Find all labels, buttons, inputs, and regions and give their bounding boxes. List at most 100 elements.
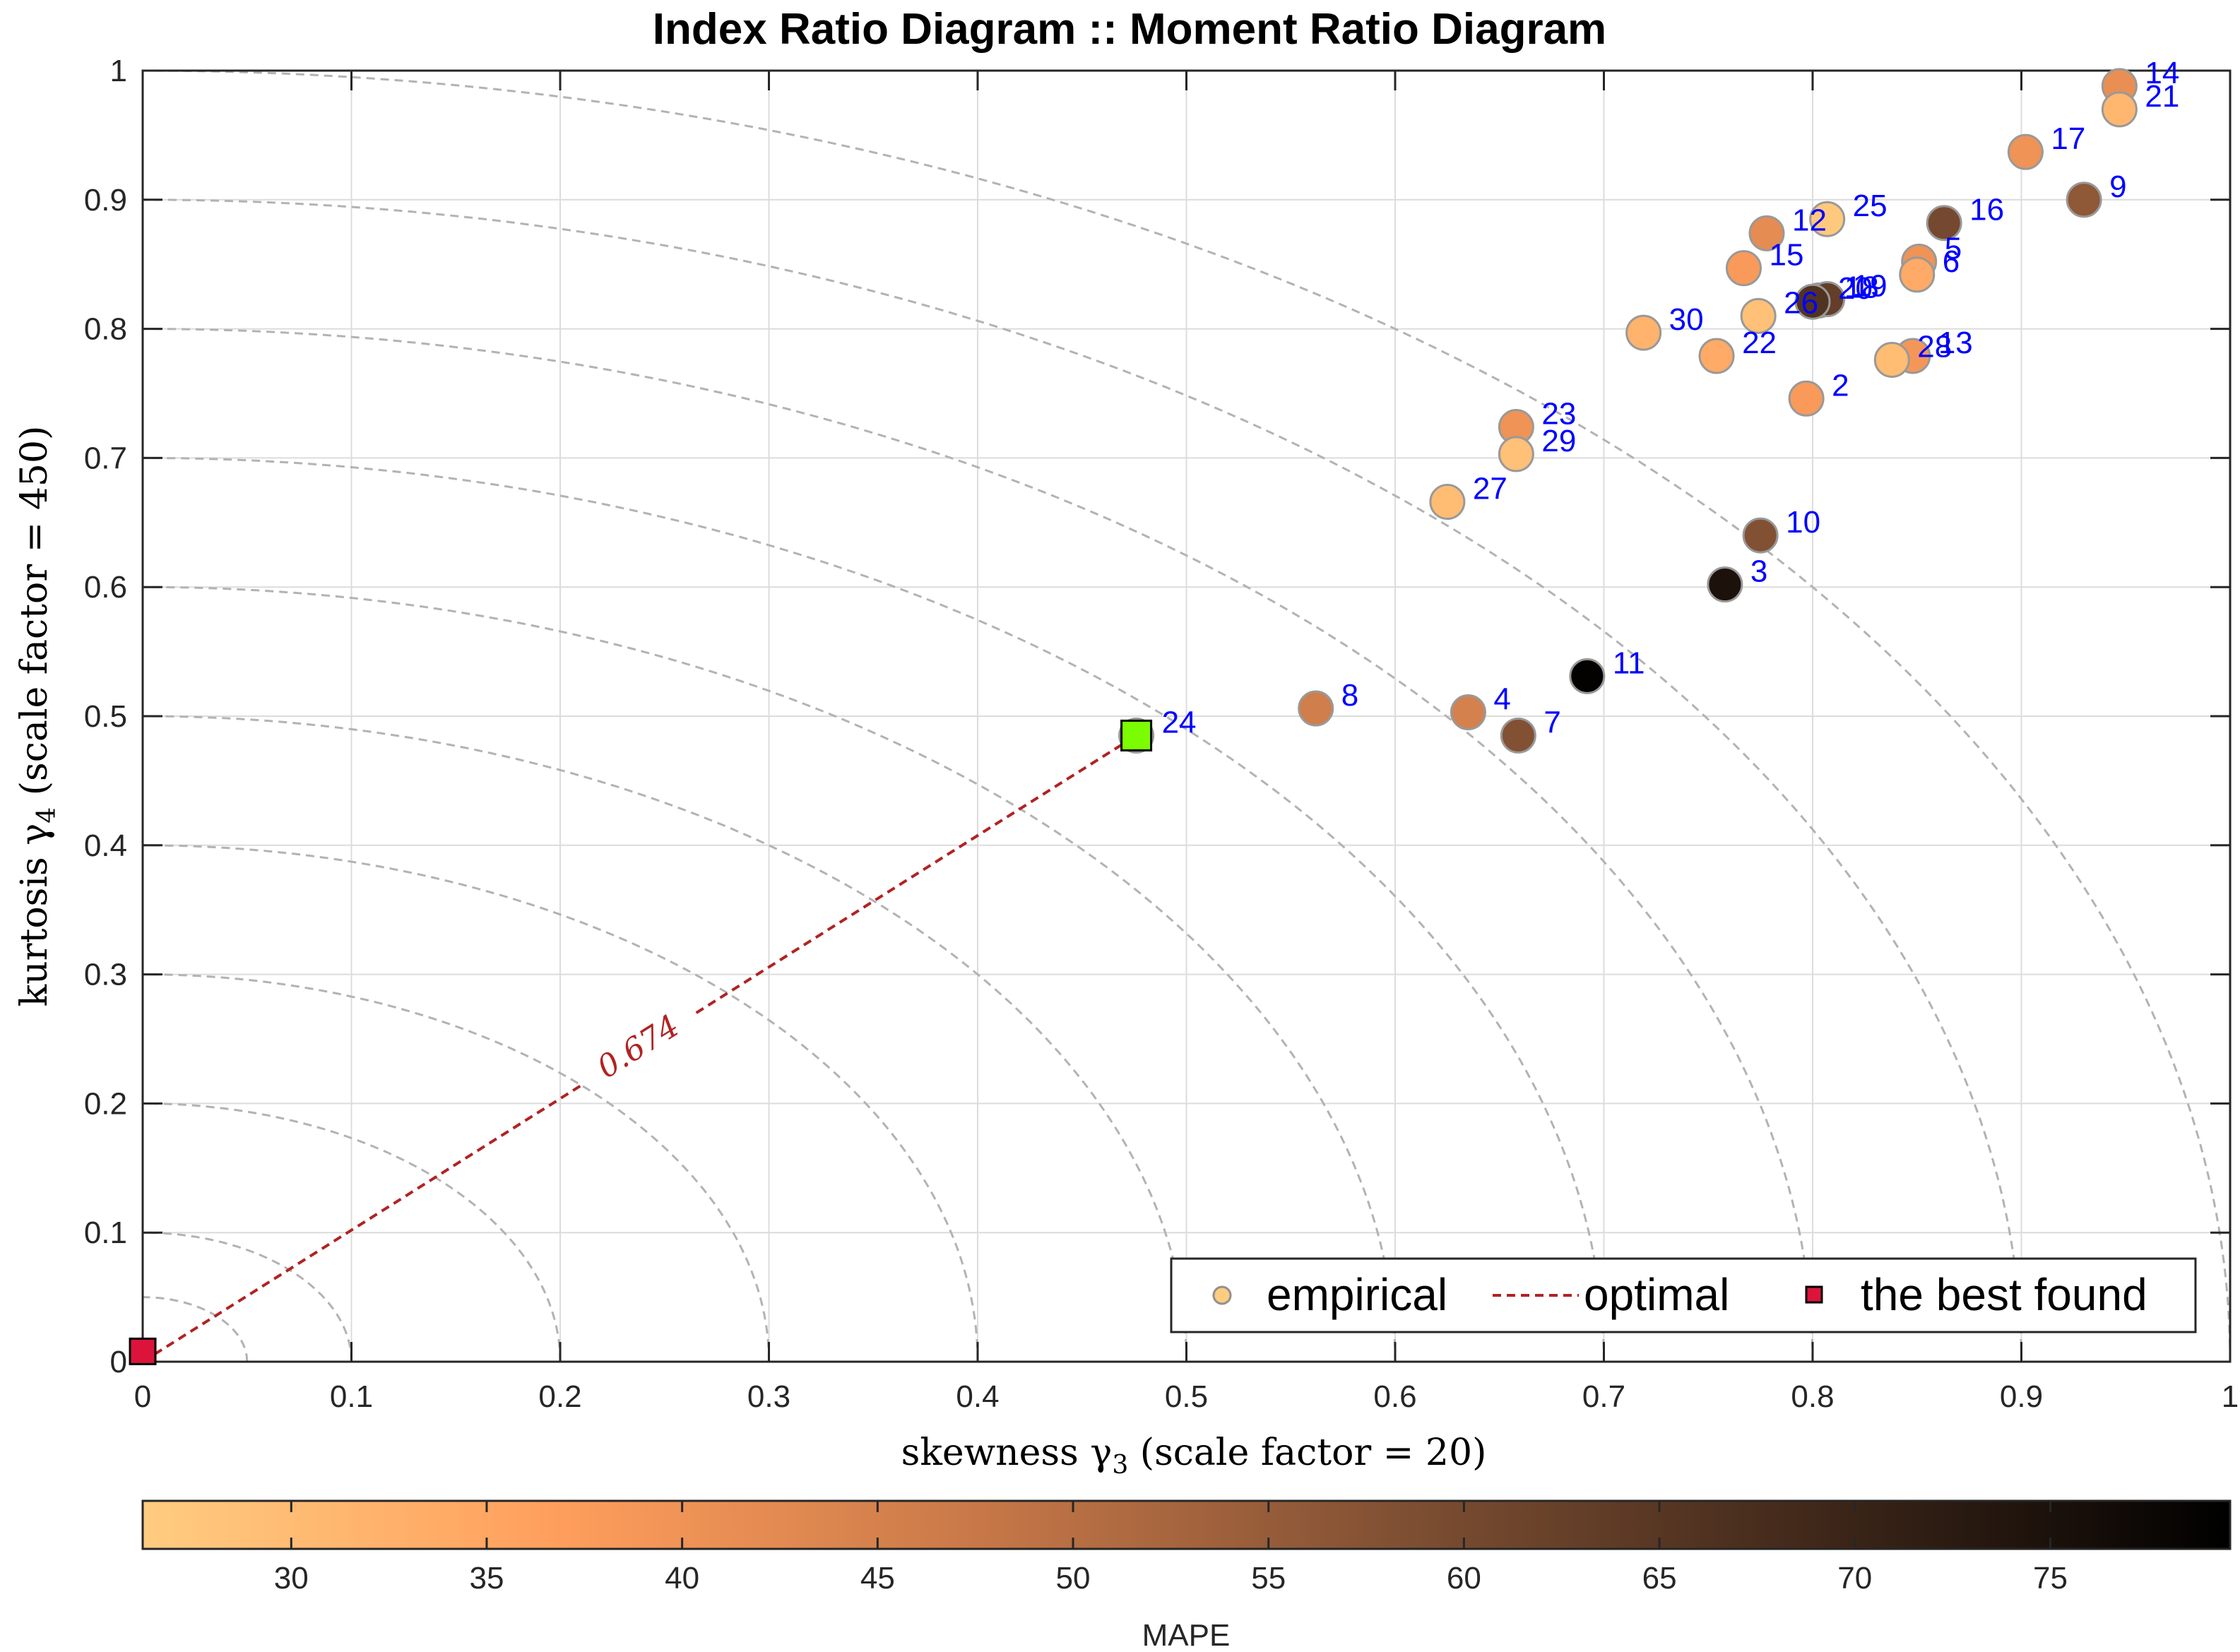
scatter-point: [1569, 658, 1606, 694]
point-label: 11: [1613, 646, 1645, 680]
point-label: 10: [1786, 505, 1820, 540]
colorbar-ticks: 30 35 40 45 50 55 60 65 70 75: [274, 1501, 2068, 1595]
scatter-point: [1899, 256, 1936, 293]
legend-empirical-label: empirical: [1267, 1269, 1447, 1320]
point-label: 25: [1853, 189, 1888, 223]
contour-arc: [142, 715, 1187, 1362]
point-label: 29: [1541, 424, 1576, 458]
special-markers: [129, 719, 1153, 1365]
legend-box: [1170, 1257, 2197, 1333]
scatter-point: [1707, 566, 1743, 603]
x-tick-label: 0.5: [1165, 1379, 1208, 1414]
point-label: 23: [1541, 397, 1576, 432]
optimal-line: [695, 734, 1137, 1014]
colorbar-tick-label: 60: [1447, 1561, 1481, 1595]
y-tick-label: 0.2: [84, 1086, 127, 1121]
point-label: 2: [1832, 368, 1849, 403]
point-label: 16: [1969, 193, 2004, 227]
x-axis-label: skewness γ3 (scale factor = 20): [901, 1432, 1487, 1480]
scatter-point: [1298, 690, 1334, 727]
scatter-point: [1742, 517, 1779, 554]
point-label: 8: [1341, 678, 1358, 713]
x-tick-label: 0.2: [538, 1379, 581, 1414]
contour-arc: [142, 69, 2232, 1362]
colorbar-tick-label: 75: [2033, 1561, 2068, 1595]
legend-best-found-marker: [1805, 1285, 1823, 1304]
scatter-point: [1788, 380, 1825, 417]
y-tick-label: 0.6: [84, 570, 127, 605]
y-tick-label: 1: [110, 54, 127, 88]
y-tick-label: 0.9: [84, 183, 127, 218]
point-label: 13: [1938, 326, 1973, 360]
point-label: 21: [2145, 79, 2179, 114]
point-label: 30: [1669, 302, 1704, 337]
x-tick-label: 0.6: [1373, 1379, 1416, 1414]
contour-arc: [143, 1102, 562, 1362]
legend-best-found-label: the best found: [1861, 1269, 2147, 1320]
y-tick-label: 0.3: [84, 958, 127, 992]
scatter-point: [1873, 341, 1910, 378]
colorbar-gradient: [141, 1499, 2232, 1550]
scatter-point: [2066, 182, 2102, 218]
point-label: 6: [1943, 244, 1960, 279]
point-label: 14: [2145, 56, 2179, 90]
scatter-point: [1625, 314, 1662, 351]
x-tick-label: 0: [134, 1379, 151, 1414]
colorbar-tick-label: 50: [1056, 1561, 1091, 1595]
colorbar: 30 35 40 45 50 55 60 65 70 75 MAPE: [141, 1499, 2232, 1652]
y-axis-label-suffix: (scale factor = 450): [13, 426, 56, 807]
x-tick-label: 0.7: [1582, 1379, 1625, 1414]
point-label: 27: [1473, 472, 1507, 506]
legend-optimal-label: optimal: [1584, 1269, 1729, 1320]
colorbar-label: MAPE: [1142, 1618, 1231, 1652]
point-label: 3: [1750, 554, 1767, 589]
contour-arc: [142, 456, 1605, 1362]
y-tick-label: 0.8: [84, 312, 127, 347]
colorbar-tick-label: 70: [1837, 1561, 1872, 1595]
contour-arc: [142, 198, 2022, 1362]
x-axis-label-subscript: 3: [1112, 1451, 1128, 1480]
chart-title: Index Ratio Diagram :: Moment Ratio Diag…: [653, 5, 1606, 54]
contour-arc: [143, 1231, 352, 1362]
y-axis-label-prefix: kurtosis γ: [13, 824, 56, 1007]
y-axis-ticks: 0 0.1 0.2 0.3 0.4 0.5 0.6 0.7 0.8 0.9 1: [84, 54, 2230, 1379]
contour-arc: [143, 973, 770, 1362]
scatter-point: [1450, 694, 1486, 731]
y-tick-label: 0.4: [84, 828, 127, 863]
point-label: 15: [1769, 238, 1803, 273]
point-label: 20: [1838, 271, 1873, 306]
x-tick-label: 0.1: [330, 1379, 373, 1414]
point-label: 22: [1742, 326, 1777, 360]
legend: empirical optimal the best found: [1170, 1257, 2197, 1333]
optimal-line: [141, 1083, 583, 1363]
scatter-point: [1500, 717, 1536, 754]
y-tick-label: 0.1: [84, 1216, 127, 1250]
scatter-point: [1725, 250, 1762, 287]
y-tick-label: 0.7: [84, 441, 127, 475]
point-label: 24: [1162, 705, 1197, 739]
y-tick-label: 0: [110, 1345, 127, 1379]
x-axis-label-prefix: skewness γ: [901, 1432, 1113, 1474]
point-label: 9: [2109, 170, 2126, 204]
scatter-point: [2101, 91, 2138, 128]
scatter-point: [1794, 283, 1831, 320]
contour-arc: [142, 844, 979, 1362]
x-axis-label-suffix: (scale factor = 20): [1128, 1432, 1486, 1474]
best-found-marker: [1120, 719, 1153, 751]
contour-arcs: [142, 69, 2232, 1362]
scatter-point: [1926, 205, 1962, 242]
x-tick-label: 0.3: [747, 1379, 790, 1414]
colorbar-tick-label: 55: [1251, 1561, 1286, 1595]
point-label: 28: [1917, 329, 1952, 364]
point-label: 26: [1784, 285, 1818, 320]
scatter-point: [1498, 436, 1534, 473]
scatter-point: [2007, 133, 2044, 170]
colorbar-tick-label: 40: [665, 1561, 699, 1595]
point-label: 4: [1493, 682, 1510, 717]
y-axis-label-subscript: 4: [32, 807, 61, 824]
contour-arc: [142, 586, 1397, 1362]
x-tick-label: 0.9: [2000, 1379, 2043, 1414]
x-tick-label: 0.8: [1791, 1379, 1834, 1414]
optimal-distance-label: 0.674: [591, 1008, 686, 1086]
